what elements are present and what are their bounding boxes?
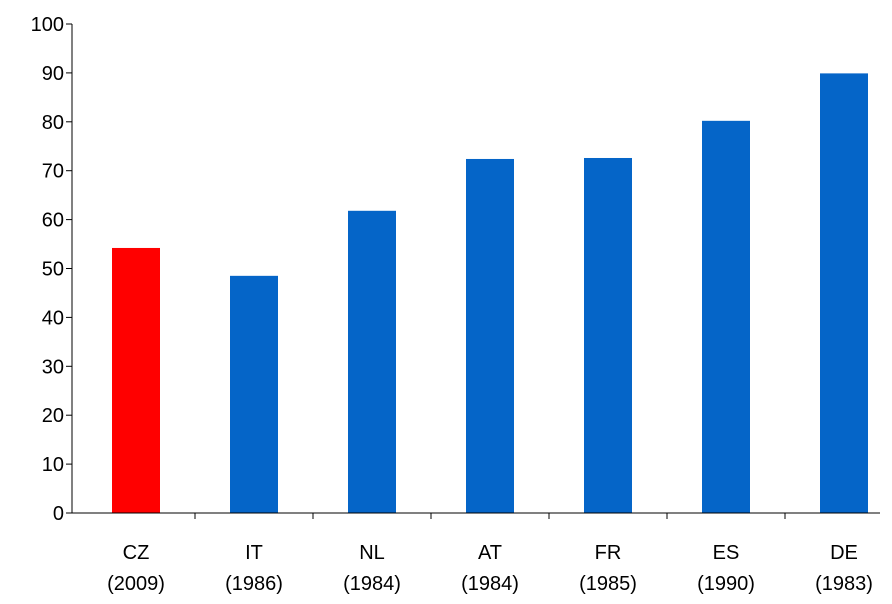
x-category-year: (1984)	[461, 573, 519, 595]
y-tick-label: 20	[42, 405, 64, 427]
y-tick-label: 40	[42, 307, 64, 329]
x-category-year: (1983)	[815, 573, 873, 595]
bar-it	[230, 275, 278, 513]
x-category-label: DE	[830, 542, 858, 564]
x-category-label: CZ	[123, 542, 150, 564]
y-tick-label: 60	[42, 210, 64, 232]
bar-es	[702, 120, 750, 514]
x-category-label: FR	[595, 542, 622, 564]
y-tick-label: 10	[42, 454, 64, 476]
y-axis-ticks: 0 10 20 30 40 50 60 70 80 90 100	[31, 14, 72, 525]
x-category-label: AT	[478, 542, 502, 564]
x-category-year: (1985)	[579, 573, 637, 595]
y-tick-label: 70	[42, 161, 64, 183]
x-category-year: (1986)	[225, 573, 283, 595]
y-tick-label: 50	[42, 259, 64, 281]
bars-layer	[112, 73, 868, 514]
bar-cz	[112, 247, 160, 513]
y-tick-label: 80	[42, 112, 64, 134]
x-category-year: (1990)	[697, 573, 755, 595]
x-category-year: (1984)	[343, 573, 401, 595]
bar-fr	[584, 157, 632, 513]
y-tick-label: 100	[31, 14, 64, 36]
x-category-label: ES	[713, 542, 740, 564]
bar-nl	[348, 210, 396, 513]
x-category-label: IT	[245, 542, 263, 564]
x-category-label: NL	[359, 542, 385, 564]
y-tick-label: 0	[53, 503, 64, 525]
x-category-year: (2009)	[107, 573, 165, 595]
y-tick-label: 30	[42, 356, 64, 378]
bar-at	[466, 158, 514, 514]
x-axis-labels: CZ (2009) IT (1986) NL (1984) AT (1984) FR (1985)…	[107, 513, 873, 595]
y-tick-label: 90	[42, 63, 64, 85]
bar-de	[820, 73, 868, 513]
